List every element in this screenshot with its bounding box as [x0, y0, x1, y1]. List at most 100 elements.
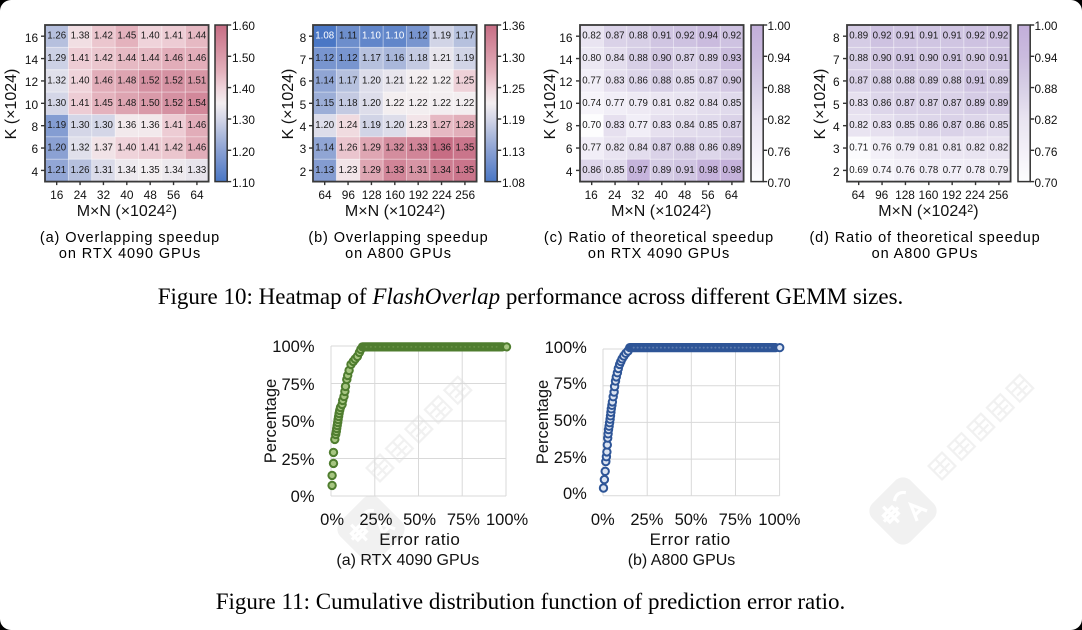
svg-text:0.78: 0.78 [919, 165, 938, 176]
svg-text:1.08: 1.08 [316, 31, 335, 42]
svg-text:0.76: 0.76 [896, 165, 915, 176]
svg-text:0.79: 0.79 [989, 165, 1008, 176]
svg-text:1.33: 1.33 [386, 165, 405, 176]
svg-text:1.32: 1.32 [47, 76, 66, 87]
svg-text:0.87: 0.87 [652, 143, 671, 154]
svg-text:0.86: 0.86 [699, 143, 718, 154]
svg-text:1.25: 1.25 [456, 76, 475, 87]
svg-text:1.48: 1.48 [117, 76, 136, 87]
svg-text:1.30: 1.30 [47, 98, 66, 109]
svg-text:0.83: 0.83 [872, 121, 891, 132]
svg-text:1.41: 1.41 [71, 53, 90, 64]
svg-text:0.91: 0.91 [966, 76, 985, 87]
svg-text:0.77: 0.77 [942, 165, 961, 176]
svg-text:0.87: 0.87 [919, 98, 938, 109]
svg-text:0.84: 0.84 [675, 121, 694, 132]
svg-text:0.77: 0.77 [629, 121, 648, 132]
svg-text:1.22: 1.22 [432, 76, 451, 87]
svg-text:1.34: 1.34 [432, 165, 451, 176]
svg-text:1.46: 1.46 [188, 143, 207, 154]
svg-text:1.15: 1.15 [316, 98, 335, 109]
svg-text:0.89: 0.89 [966, 98, 985, 109]
svg-text:1.52: 1.52 [164, 98, 183, 109]
svg-text:1.26: 1.26 [339, 143, 358, 154]
svg-text:0.79: 0.79 [896, 143, 915, 154]
svg-text:0.88: 0.88 [872, 76, 891, 87]
svg-text:1.26: 1.26 [47, 31, 66, 42]
svg-text:1.46: 1.46 [164, 53, 183, 64]
svg-text:1.40: 1.40 [71, 76, 90, 87]
svg-text:1.46: 1.46 [94, 76, 113, 87]
svg-text:0.81: 0.81 [652, 98, 671, 109]
svg-text:0.90: 0.90 [722, 76, 741, 87]
svg-text:1.37: 1.37 [94, 143, 113, 154]
svg-text:0.87: 0.87 [942, 98, 961, 109]
svg-text:0.77: 0.77 [605, 98, 624, 109]
svg-text:1.22: 1.22 [386, 98, 405, 109]
svg-text:0.85: 0.85 [605, 165, 624, 176]
svg-text:0.97: 0.97 [629, 165, 648, 176]
svg-text:0.88: 0.88 [629, 31, 648, 42]
svg-text:0.91: 0.91 [896, 31, 915, 42]
svg-text:1.22: 1.22 [409, 98, 428, 109]
svg-text:1.50: 1.50 [141, 98, 160, 109]
svg-text:1.36: 1.36 [141, 121, 160, 132]
svg-text:1.41: 1.41 [141, 143, 160, 154]
svg-text:0.91: 0.91 [675, 165, 694, 176]
svg-text:1.16: 1.16 [386, 53, 405, 64]
svg-text:1.42: 1.42 [164, 143, 183, 154]
svg-text:1.13: 1.13 [316, 165, 335, 176]
svg-text:0.91: 0.91 [652, 31, 671, 42]
svg-text:0.92: 0.92 [989, 31, 1008, 42]
svg-text:0.82: 0.82 [582, 31, 601, 42]
svg-text:0.87: 0.87 [849, 76, 868, 87]
svg-text:1.19: 1.19 [362, 121, 381, 132]
svg-text:1.35: 1.35 [456, 165, 475, 176]
svg-text:0.84: 0.84 [629, 143, 648, 154]
svg-text:0.86: 0.86 [966, 121, 985, 132]
svg-text:1.46: 1.46 [188, 121, 207, 132]
svg-text:1.41: 1.41 [71, 98, 90, 109]
svg-text:1.35: 1.35 [456, 143, 475, 154]
svg-text:1.21: 1.21 [47, 165, 66, 176]
svg-text:1.48: 1.48 [117, 98, 136, 109]
svg-text:1.12: 1.12 [316, 53, 335, 64]
svg-text:1.24: 1.24 [339, 121, 358, 132]
svg-text:1.44: 1.44 [117, 53, 136, 64]
svg-text:1.31: 1.31 [94, 165, 113, 176]
svg-text:1.29: 1.29 [362, 165, 381, 176]
svg-text:1.23: 1.23 [409, 121, 428, 132]
svg-text:0.83: 0.83 [652, 121, 671, 132]
svg-text:0.91: 0.91 [942, 31, 961, 42]
svg-text:1.52: 1.52 [164, 76, 183, 87]
svg-text:0.87: 0.87 [896, 98, 915, 109]
svg-text:1.22: 1.22 [432, 98, 451, 109]
svg-text:1.32: 1.32 [71, 143, 90, 154]
svg-text:0.93: 0.93 [722, 53, 741, 64]
svg-text:1.22: 1.22 [409, 76, 428, 87]
svg-text:1.52: 1.52 [141, 76, 160, 87]
svg-text:1.22: 1.22 [456, 98, 475, 109]
svg-text:1.36: 1.36 [117, 121, 136, 132]
svg-text:1.33: 1.33 [188, 165, 207, 176]
svg-text:1.19: 1.19 [47, 121, 66, 132]
svg-text:0.88: 0.88 [652, 76, 671, 87]
svg-text:0.82: 0.82 [849, 121, 868, 132]
svg-text:1.29: 1.29 [362, 143, 381, 154]
svg-text:0.88: 0.88 [942, 76, 961, 87]
svg-text:1.34: 1.34 [117, 165, 136, 176]
svg-text:1.14: 1.14 [316, 76, 335, 87]
svg-text:0.83: 0.83 [605, 121, 624, 132]
svg-text:0.84: 0.84 [699, 98, 718, 109]
svg-text:0.74: 0.74 [582, 98, 601, 109]
svg-text:0.85: 0.85 [896, 121, 915, 132]
svg-text:0.91: 0.91 [896, 53, 915, 64]
svg-text:1.20: 1.20 [362, 76, 381, 87]
svg-text:1.12: 1.12 [339, 53, 358, 64]
svg-text:0.90: 0.90 [652, 53, 671, 64]
svg-text:0.82: 0.82 [966, 143, 985, 154]
svg-text:0.88: 0.88 [896, 76, 915, 87]
svg-text:0.91: 0.91 [942, 53, 961, 64]
svg-text:0.83: 0.83 [849, 98, 868, 109]
svg-text:0.87: 0.87 [605, 31, 624, 42]
